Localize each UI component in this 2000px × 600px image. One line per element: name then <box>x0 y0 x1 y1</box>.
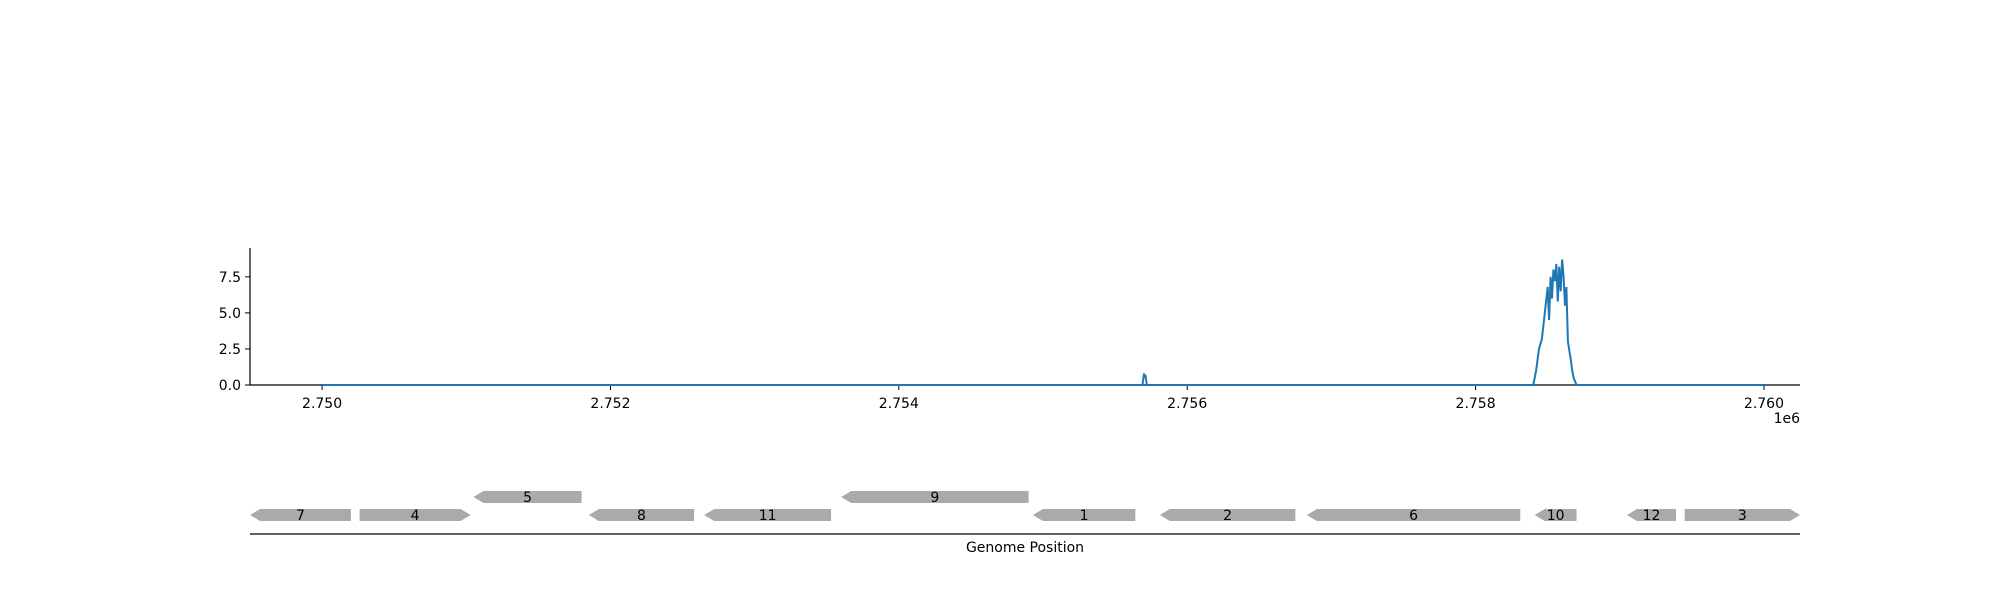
y-ticks: 0.0 2.5 5.0 7.5 <box>219 270 250 394</box>
gene-arrow-7 <box>250 509 351 521</box>
gene-arrow-4 <box>359 509 471 521</box>
gene-arrow-8 <box>588 509 695 521</box>
y-tick-label: 5.0 <box>219 306 241 322</box>
gene-label-9: 9 <box>930 490 939 506</box>
gene-label-8: 8 <box>637 508 646 524</box>
gene-label-11: 11 <box>759 508 777 524</box>
y-tick-label: 2.5 <box>219 342 241 358</box>
x-tick-label: 2.760 <box>1744 396 1784 412</box>
gene-label-7: 7 <box>296 508 305 524</box>
y-tick-label: 0.0 <box>219 378 241 394</box>
gene-label-1: 1 <box>1080 508 1089 524</box>
x-offset-label: 1e6 <box>1774 411 1801 427</box>
gene-arrow-2 <box>1159 509 1296 521</box>
coverage-plot: 0.02.55.07.5 2.750 2.752 2.754 2.756 2.758 2.… <box>219 248 1800 427</box>
x-ticks: 2.750 2.752 2.754 2.756 2.758 2.760 <box>302 385 1784 412</box>
gene-axis-title: Genome Position <box>966 540 1084 556</box>
gene-arrow-3 <box>1684 509 1800 521</box>
gene-label-12: 12 <box>1643 508 1661 524</box>
x-tick-label: 2.750 <box>302 396 342 412</box>
x-tick-label: 2.756 <box>1167 396 1207 412</box>
x-tick-label: 2.752 <box>590 396 630 412</box>
coverage-series-line <box>322 259 1764 386</box>
gene-label-4: 4 <box>411 508 420 524</box>
x-tick-label: 2.758 <box>1456 396 1496 412</box>
gene-arrow-5 <box>473 491 582 503</box>
gene-arrow-1 <box>1032 509 1136 521</box>
gene-arrow-10 <box>1534 509 1577 521</box>
y-tick-label: 7.5 <box>219 270 241 286</box>
gene-label-10: 10 <box>1547 508 1565 524</box>
gene-arrow-11 <box>704 509 832 521</box>
gene-label-5: 5 <box>523 490 532 506</box>
x-tick-label: 2.754 <box>879 396 919 412</box>
gene-label-2: 2 <box>1223 508 1232 524</box>
gene-label-6: 6 <box>1409 508 1418 524</box>
gene-label-3: 3 <box>1738 508 1747 524</box>
gene-arrow-9 <box>841 491 1029 503</box>
gene-arrow-12 <box>1626 509 1676 521</box>
gene-arrow-6 <box>1306 509 1521 521</box>
